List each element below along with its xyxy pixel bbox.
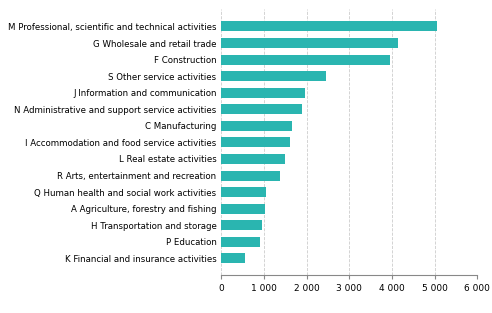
Bar [221,137,290,147]
Bar [221,171,280,181]
Bar [221,187,266,197]
Bar [221,154,285,164]
Bar [221,88,305,98]
Bar [221,121,292,131]
Bar [221,254,245,263]
Bar [221,22,437,31]
Bar [221,104,303,114]
Bar [221,237,260,247]
Bar [221,71,326,81]
Bar [221,204,265,214]
Bar [221,220,262,230]
Bar [221,38,399,48]
Bar [221,54,390,64]
